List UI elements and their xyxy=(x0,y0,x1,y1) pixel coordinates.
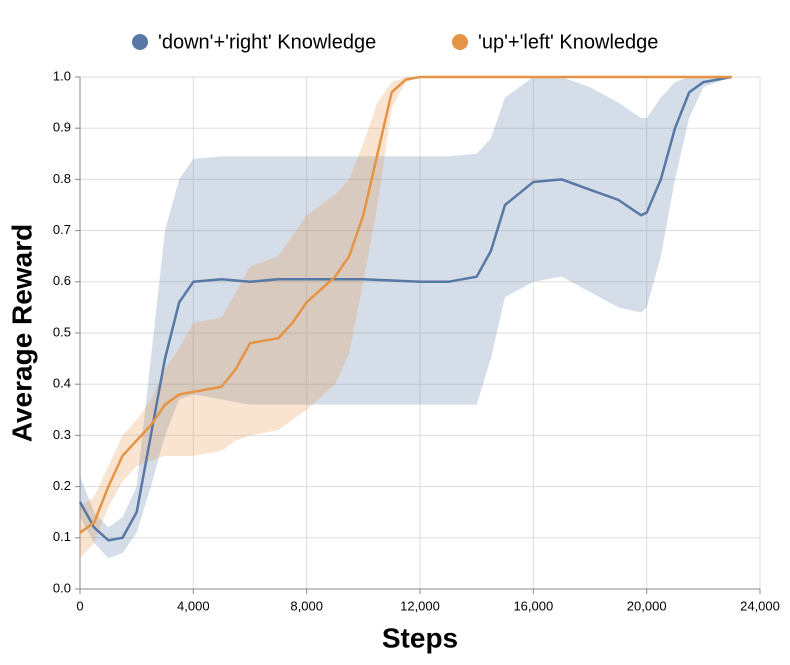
y-tick-label: 0.9 xyxy=(53,120,71,135)
confidence-band xyxy=(80,77,732,559)
series-line xyxy=(78,75,732,542)
y-tick-label: 0.0 xyxy=(53,580,71,595)
y-tick-label: 0.6 xyxy=(53,273,71,288)
legend-swatch xyxy=(132,34,148,50)
y-tick-label: 1.0 xyxy=(53,68,71,83)
y-tick-label: 0.3 xyxy=(53,427,71,442)
x-tick-label: 4,000 xyxy=(177,598,210,613)
y-tick-label: 0.8 xyxy=(53,171,71,186)
legend-label: 'up'+'left' Knowledge xyxy=(478,31,658,53)
legend-label: 'down'+'right' Knowledge xyxy=(158,31,376,53)
x-axis-title: Steps xyxy=(382,622,458,653)
y-tick-label: 0.4 xyxy=(53,376,71,391)
y-tick-label: 0.1 xyxy=(53,529,71,544)
y-tick-label: 0.5 xyxy=(53,324,71,339)
x-tick-label: 0 xyxy=(76,598,83,613)
x-tick-label: 16,000 xyxy=(513,598,553,613)
series-line xyxy=(79,75,732,534)
y-axis-title: Average Reward xyxy=(6,224,37,442)
legend-swatch xyxy=(452,34,468,50)
x-tick-label: 24,000 xyxy=(740,598,780,613)
x-tick-label: 20,000 xyxy=(627,598,667,613)
y-tick-label: 0.2 xyxy=(53,478,71,493)
x-tick-label: 8,000 xyxy=(290,598,323,613)
y-tick-label: 0.7 xyxy=(53,222,71,237)
x-tick-label: 12,000 xyxy=(400,598,440,613)
